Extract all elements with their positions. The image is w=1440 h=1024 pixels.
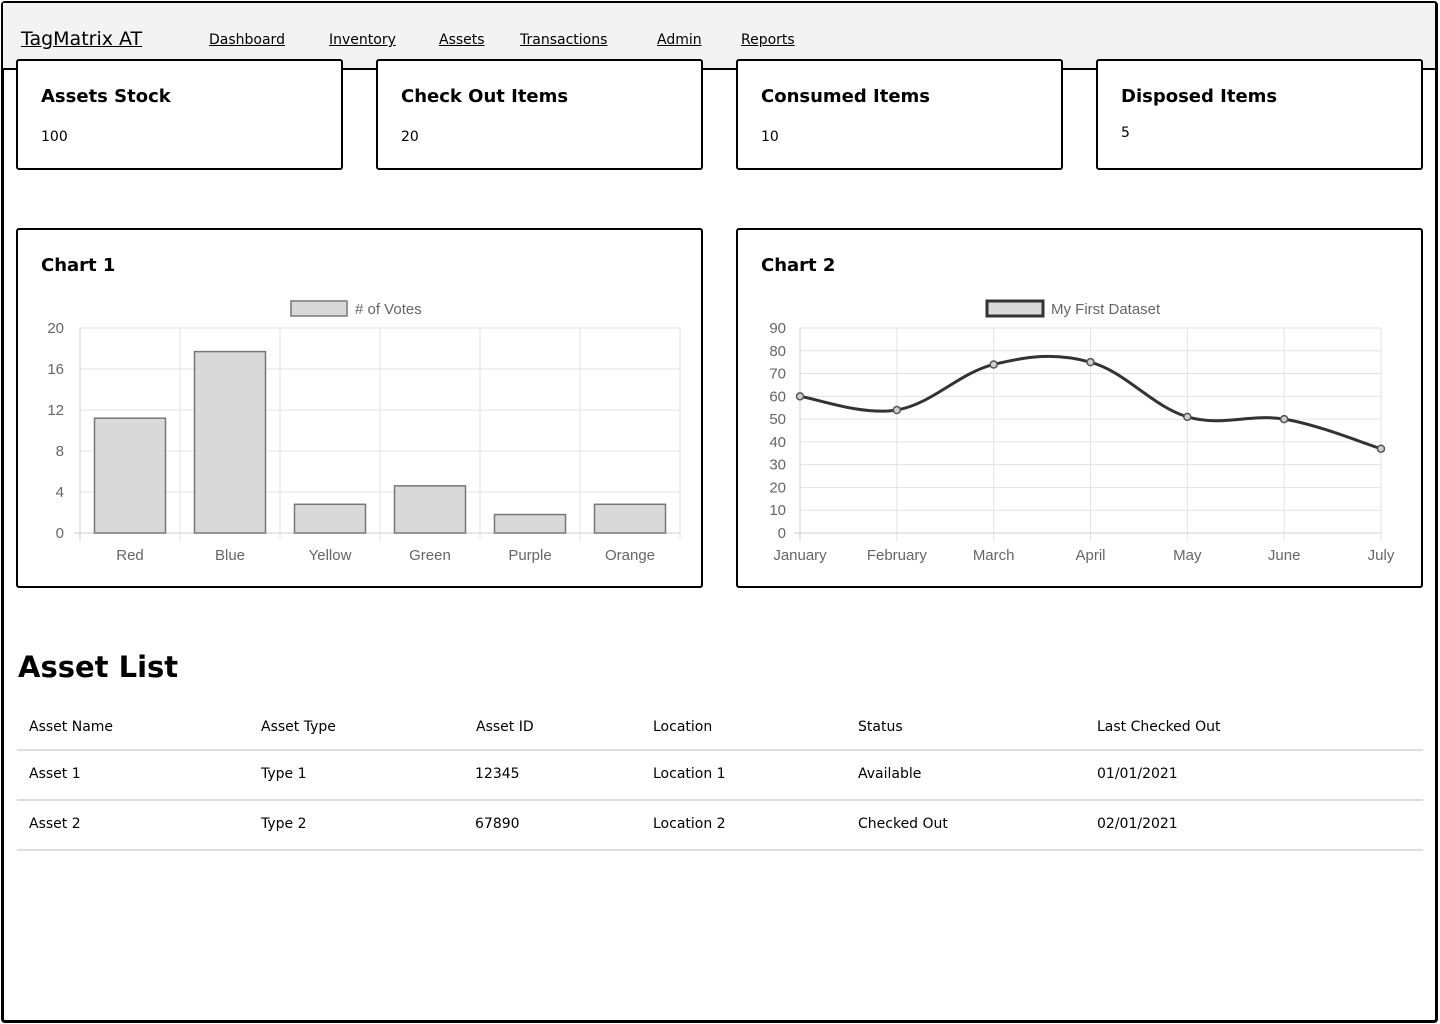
stat-card-assets-stock: Assets Stock 100 (16, 59, 343, 170)
x-tick-label: June (1268, 547, 1301, 564)
data-point (1086, 357, 1095, 367)
column-header-status[interactable]: Status (858, 719, 903, 735)
x-tick-label: May (1173, 547, 1202, 564)
y-tick-label: 8 (56, 443, 64, 460)
nav-reports[interactable]: Reports (741, 32, 795, 48)
y-tick-label: 12 (47, 402, 64, 419)
stat-card-check-out-items: Check Out Items 20 (376, 59, 703, 170)
data-point (1376, 444, 1386, 453)
nav-assets[interactable]: Assets (439, 32, 485, 48)
x-tick-label: January (773, 547, 827, 564)
bar (93, 417, 167, 534)
nav-dashboard[interactable]: Dashboard (209, 32, 285, 48)
bar (593, 503, 667, 534)
y-tick-label: 90 (769, 320, 786, 337)
y-tick-label: 30 (769, 457, 786, 474)
nav-admin[interactable]: Admin (657, 32, 702, 48)
stat-card-value: 5 (1121, 125, 1130, 141)
y-tick-label: 40 (769, 434, 786, 451)
legend-label: My First Dataset (1051, 301, 1161, 318)
stat-card-title: Consumed Items (761, 86, 931, 107)
x-tick-label: Purple (508, 547, 551, 564)
x-tick-label: Orange (605, 547, 655, 564)
y-tick-label: 70 (769, 366, 786, 383)
y-tick-label: 0 (778, 525, 786, 542)
cell-status: Available (858, 766, 922, 782)
bar-chart: 0 4 8 12 16 20 Red Blue Yellow Green Purple Orange #… (47, 300, 681, 564)
legend-label: # of Votes (355, 301, 422, 318)
asset-list-title: Asset List (18, 650, 179, 684)
y-tick-label: 60 (769, 388, 786, 405)
y-tick-label: 16 (47, 361, 64, 378)
nav-inventory[interactable]: Inventory (329, 32, 396, 48)
column-header-location[interactable]: Location (653, 719, 713, 735)
stat-card-title: Disposed Items (1121, 86, 1278, 107)
bar (393, 485, 467, 534)
stat-card-value: 10 (761, 129, 779, 145)
x-tick-label: Yellow (309, 547, 352, 564)
cell-asset-name: Asset 1 (29, 766, 81, 782)
chart-panel-title: Chart 1 (41, 255, 116, 276)
y-tick-label: 10 (769, 502, 786, 519)
bar (493, 513, 567, 534)
table-header-row: Asset Name Asset Type Asset ID Location … (17, 705, 1423, 751)
chart-panel-title: Chart 2 (761, 255, 836, 276)
data-point (1279, 414, 1289, 424)
stat-card-disposed-items: Disposed Items 5 (1096, 59, 1423, 170)
stat-card-title: Assets Stock (41, 86, 171, 107)
column-header-asset-id[interactable]: Asset ID (476, 719, 534, 735)
cell-asset-type: Type 1 (261, 766, 307, 782)
chart-panel-2: Chart 2 0 10 20 30 40 50 60 70 80 90 January Februa… (736, 228, 1423, 588)
y-tick-label: 0 (56, 525, 64, 542)
stat-card-value: 100 (41, 129, 68, 145)
x-tick-label: April (1075, 547, 1105, 564)
table-row[interactable]: Asset 2 Type 2 67890 Location 2 Checked … (17, 801, 1423, 851)
x-tick-label: Red (116, 547, 144, 564)
bar (193, 350, 267, 534)
data-point (795, 392, 805, 401)
cell-last-checked-out: 01/01/2021 (1097, 766, 1178, 782)
data-point (1183, 412, 1192, 422)
data-point (989, 360, 998, 369)
legend-swatch (985, 299, 1045, 318)
stat-card-consumed-items: Consumed Items 10 (736, 59, 1063, 170)
top-navigation-bar: TagMatrix AT Dashboard Inventory Assets … (3, 3, 1435, 70)
y-tick-label: 80 (769, 343, 786, 360)
table-row[interactable]: Asset 1 Type 1 12345 Location 1 Availabl… (17, 751, 1423, 801)
y-tick-label: 4 (56, 484, 64, 501)
y-tick-label: 50 (769, 411, 786, 428)
cell-status: Checked Out (858, 816, 948, 832)
x-tick-label: July (1368, 547, 1395, 564)
x-tick-label: Blue (215, 547, 245, 564)
legend-swatch (290, 300, 348, 317)
line-chart: 0 10 20 30 40 50 60 70 80 90 January February March A… (769, 299, 1395, 564)
column-header-asset-name[interactable]: Asset Name (29, 719, 114, 735)
cell-asset-type: Type 2 (261, 816, 307, 832)
chart-panel-1: Chart 1 0 4 8 12 16 20 Red Blue Yellow Green Purpl… (16, 228, 703, 588)
y-tick-label: 20 (769, 479, 786, 496)
cell-asset-id: 67890 (475, 816, 520, 832)
bar (293, 503, 367, 534)
cell-asset-id: 12345 (475, 766, 520, 782)
asset-table: Asset Name Asset Type Asset ID Location … (17, 705, 1423, 851)
x-tick-label: February (867, 547, 928, 564)
y-tick-label: 20 (47, 320, 64, 337)
nav-transactions[interactable]: Transactions (520, 32, 608, 48)
x-tick-label: Green (409, 547, 451, 564)
cell-asset-name: Asset 2 (29, 816, 81, 832)
brand-logo[interactable]: TagMatrix AT (21, 28, 143, 50)
cell-last-checked-out: 02/01/2021 (1097, 816, 1178, 832)
column-header-asset-type[interactable]: Asset Type (261, 719, 336, 735)
x-tick-label: March (973, 547, 1015, 564)
column-header-last-checked-out[interactable]: Last Checked Out (1097, 719, 1221, 735)
cell-location: Location 2 (653, 816, 726, 832)
cell-location: Location 1 (653, 766, 726, 782)
stat-card-value: 20 (401, 129, 419, 145)
data-point (892, 405, 902, 415)
stat-card-title: Check Out Items (401, 86, 569, 107)
